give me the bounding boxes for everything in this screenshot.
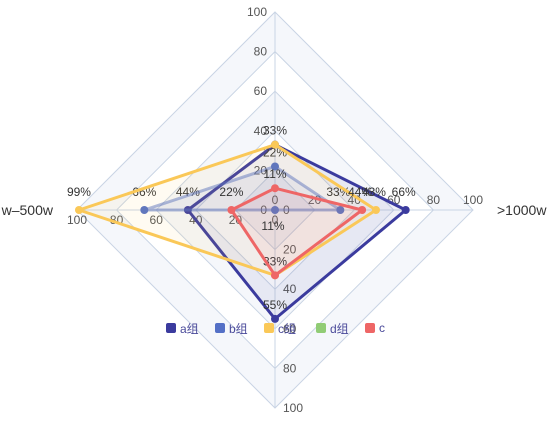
- axis-tick-label: 100: [283, 401, 303, 415]
- legend-item[interactable]: c: [365, 318, 385, 338]
- data-label: 11%: [263, 167, 286, 181]
- data-label: 66%: [132, 185, 156, 199]
- axis-tick-label: 100: [463, 193, 483, 207]
- data-point: [271, 140, 279, 149]
- axis-tick-label: 40: [254, 124, 268, 138]
- data-label: 44%: [348, 185, 372, 199]
- axis-tick-label: 60: [283, 322, 297, 336]
- data-point: [227, 206, 236, 214]
- axis-tick-label: 40: [283, 282, 297, 296]
- legend-swatch: [365, 323, 375, 333]
- data-label: 99%: [67, 185, 91, 199]
- data-label: 43%: [362, 185, 386, 199]
- data-point: [401, 206, 410, 214]
- data-label: 55%: [263, 298, 287, 312]
- axis-tick-label: 60: [150, 213, 164, 227]
- data-point: [271, 184, 279, 193]
- legend-label: c组: [278, 321, 297, 336]
- data-label: 22%: [219, 185, 243, 199]
- legend-label: a组: [180, 321, 199, 336]
- data-point: [271, 162, 279, 171]
- axis-tick-label: 80: [283, 361, 297, 375]
- data-label: 44%: [176, 185, 200, 199]
- data-label: 11%: [261, 219, 284, 233]
- axis-tick-label: 60: [254, 84, 268, 98]
- axis-tick-label: 0: [272, 193, 279, 207]
- data-point: [271, 206, 279, 214]
- legend-item[interactable]: d组: [316, 318, 349, 338]
- data-point: [371, 206, 380, 214]
- data-label: 33%: [263, 124, 287, 138]
- legend-swatch: [264, 323, 274, 333]
- indicator-name: >1000w: [497, 202, 547, 218]
- chart-legend: a组 b组 c组 d组 c: [0, 318, 550, 338]
- legend-label: c: [379, 321, 385, 335]
- legend-swatch: [316, 323, 326, 333]
- indicator-name: w–500w: [1, 202, 54, 218]
- axis-tick-label: 100: [67, 213, 87, 227]
- legend-label: d组: [330, 321, 349, 336]
- axis-tick-label: 100: [247, 5, 267, 19]
- data-point: [336, 206, 345, 214]
- legend-item[interactable]: b组: [215, 318, 248, 338]
- data-point: [271, 314, 279, 323]
- data-point: [271, 271, 279, 280]
- legend-swatch: [215, 323, 225, 333]
- axis-tick-label: 0: [272, 213, 279, 227]
- data-point: [74, 206, 83, 214]
- legend-label: b组: [229, 321, 248, 336]
- axis-tick-label: 80: [427, 193, 441, 207]
- legend-item[interactable]: c组: [264, 318, 296, 338]
- axis-tick-label: 20: [283, 243, 297, 257]
- data-label: 66%: [392, 185, 416, 199]
- data-point: [140, 206, 149, 214]
- data-point: [358, 206, 367, 214]
- legend-item[interactable]: a组: [166, 318, 199, 338]
- axis-tick-label: 80: [254, 45, 268, 59]
- legend-swatch: [166, 323, 176, 333]
